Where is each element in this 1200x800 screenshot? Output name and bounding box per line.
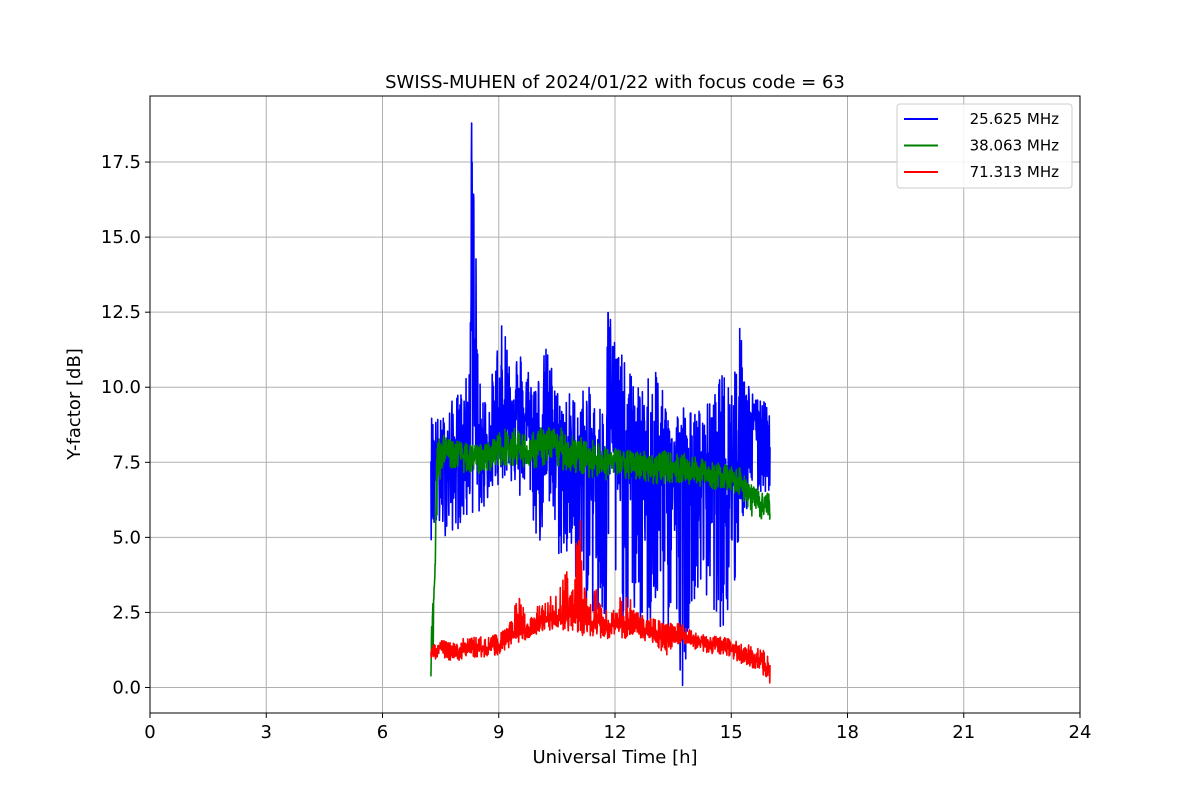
series-trace (430, 520, 771, 684)
legend-label: 25.625 MHz (970, 110, 1059, 128)
y-tick-label: 0.0 (112, 677, 141, 698)
x-tick-label: 6 (377, 722, 388, 743)
y-tick-label: 7.5 (112, 452, 141, 473)
x-tick-label: 0 (144, 722, 155, 743)
x-tick-label: 3 (261, 722, 272, 743)
y-axis-ticks: 0.0 2.5 5.0 7.5 10.0 12.5 15.0 17.5 (101, 152, 150, 698)
x-tick-label: 21 (952, 722, 975, 743)
x-tick-label: 18 (836, 722, 859, 743)
y-tick-label: 12.5 (101, 302, 141, 323)
x-tick-label: 15 (720, 722, 743, 743)
series-trace (430, 122, 771, 687)
chart-title: SWISS-MUHEN of 2024/01/22 with focus cod… (385, 72, 845, 93)
legend-box (896, 103, 1073, 189)
y-tick-label: 17.5 (101, 152, 141, 173)
x-tick-label: 9 (493, 722, 504, 743)
legend: 25.625 MHz 38.063 MHz 71.313 MHz (896, 103, 1073, 189)
series-38-063-mhz (430, 426, 771, 677)
y-tick-label: 2.5 (112, 602, 141, 623)
plot-series (430, 122, 771, 687)
x-tick-label: 12 (604, 722, 627, 743)
legend-label: 38.063 MHz (970, 137, 1059, 155)
legend-label: 71.313 MHz (970, 163, 1059, 181)
x-axis-title: Universal Time [h] (532, 747, 697, 768)
y-tick-label: 5.0 (112, 527, 141, 548)
series-71-313-mhz (430, 520, 771, 684)
y-axis-title: Y-factor [dB] (64, 348, 85, 461)
y-tick-label: 10.0 (101, 377, 141, 398)
y-tick-label: 15.0 (101, 227, 141, 248)
series-trace (430, 426, 771, 677)
x-tick-label: 24 (1069, 722, 1092, 743)
x-axis-ticks: 0 3 6 9 12 15 18 21 24 (144, 713, 1091, 743)
